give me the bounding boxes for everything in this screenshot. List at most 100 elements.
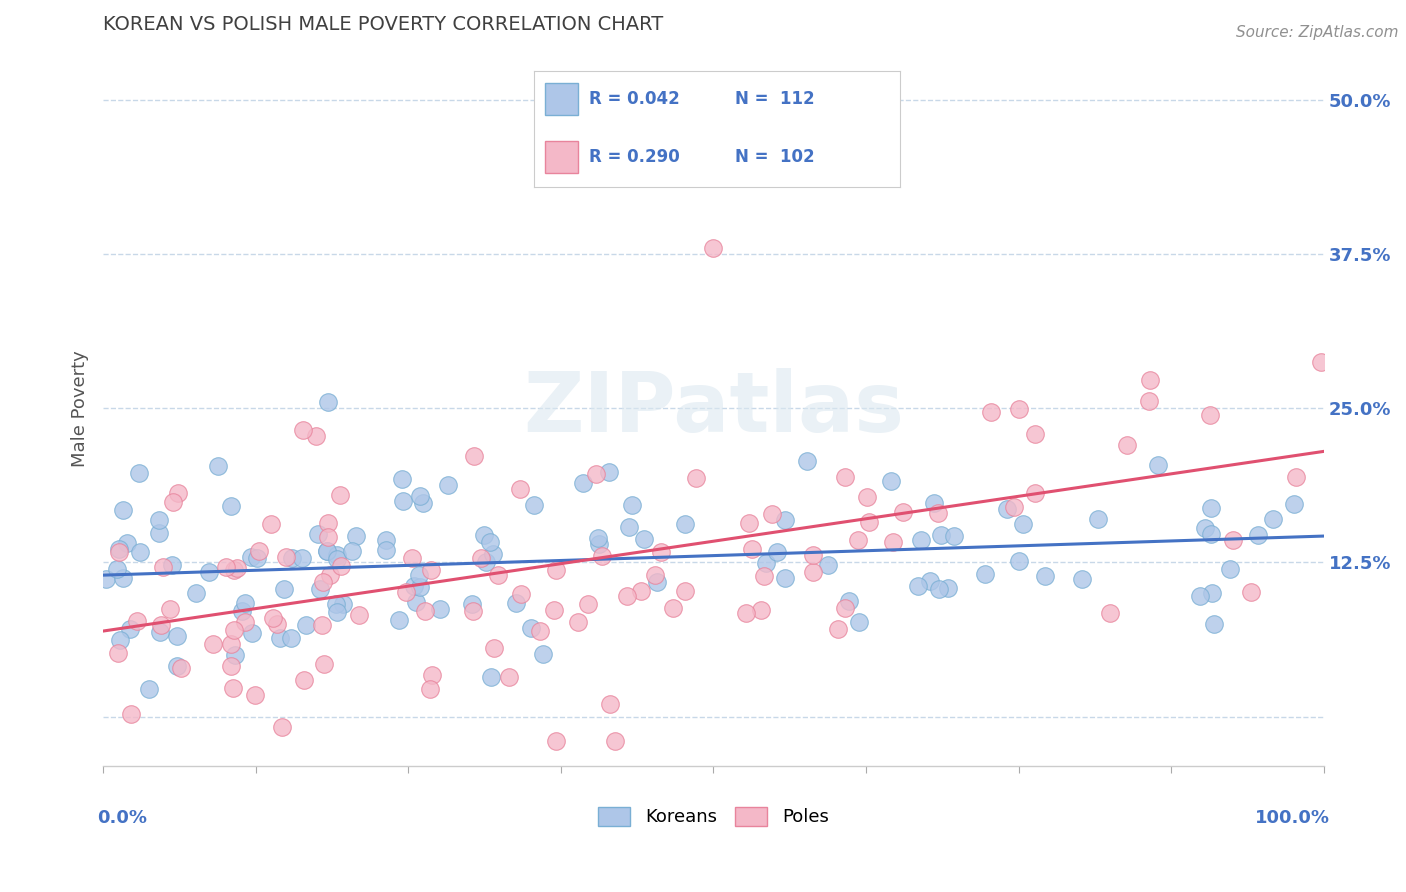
Point <box>1309 355 1331 369</box>
Point <box>472 528 495 542</box>
Text: R = 0.290: R = 0.290 <box>589 148 681 166</box>
Point <box>882 535 904 549</box>
Point <box>702 241 724 255</box>
Point <box>419 682 441 697</box>
Point <box>291 423 314 437</box>
Point <box>1024 426 1046 441</box>
Point <box>198 565 221 579</box>
Point <box>184 586 207 600</box>
Point <box>138 681 160 696</box>
Point <box>1087 512 1109 526</box>
Point <box>766 545 789 559</box>
Point <box>755 556 778 570</box>
Point <box>922 496 945 510</box>
Text: 100.0%: 100.0% <box>1254 809 1330 827</box>
Point <box>167 486 190 500</box>
Point <box>340 543 363 558</box>
Point <box>152 559 174 574</box>
Point <box>316 516 339 531</box>
Point <box>111 572 134 586</box>
Point <box>531 647 554 661</box>
Text: ZIPatlas: ZIPatlas <box>523 368 904 449</box>
Point <box>276 549 298 564</box>
Point <box>149 625 172 640</box>
Point <box>1219 562 1241 576</box>
Point <box>166 629 188 643</box>
Point <box>571 476 593 491</box>
Point <box>105 561 128 575</box>
Point <box>247 544 270 558</box>
Point <box>375 543 398 558</box>
Point <box>974 566 997 581</box>
Point <box>498 670 520 684</box>
Point <box>1011 516 1033 531</box>
Point <box>111 503 134 517</box>
Point <box>402 578 425 592</box>
Point <box>291 551 314 566</box>
Point <box>529 624 551 638</box>
Point <box>588 536 610 550</box>
Point <box>330 559 353 574</box>
Point <box>162 495 184 509</box>
Point <box>166 658 188 673</box>
Point <box>159 602 181 616</box>
Point <box>344 529 367 543</box>
Point <box>222 624 245 638</box>
Point <box>222 681 245 696</box>
Point <box>391 494 413 508</box>
Point <box>222 563 245 577</box>
Point <box>1147 458 1170 472</box>
Point <box>108 545 131 559</box>
Point <box>318 530 340 544</box>
Point <box>316 543 339 558</box>
Legend: Koreans, Poles: Koreans, Poles <box>589 798 838 836</box>
Point <box>405 595 427 609</box>
Point <box>118 623 141 637</box>
Point <box>347 608 370 623</box>
Point <box>1033 569 1056 583</box>
Point <box>644 568 666 582</box>
Point <box>315 543 337 558</box>
Point <box>319 567 342 582</box>
Point <box>801 549 824 563</box>
Point <box>224 648 246 662</box>
Point <box>311 617 333 632</box>
Point <box>326 552 349 566</box>
Point <box>1199 500 1222 515</box>
Point <box>943 529 966 543</box>
Point <box>544 563 567 577</box>
Point <box>233 615 256 630</box>
Point <box>846 533 869 547</box>
FancyBboxPatch shape <box>546 83 578 115</box>
Point <box>741 541 763 556</box>
Point <box>115 536 138 550</box>
Point <box>482 640 505 655</box>
Point <box>910 533 932 548</box>
Point <box>980 405 1002 419</box>
Point <box>520 621 543 635</box>
Point <box>1204 616 1226 631</box>
Point <box>121 707 143 722</box>
Point <box>931 527 953 541</box>
Point <box>1099 606 1122 620</box>
Point <box>470 550 492 565</box>
Point <box>1240 584 1263 599</box>
Point <box>630 583 652 598</box>
Point <box>280 632 302 646</box>
Point <box>240 626 263 640</box>
Point <box>1199 526 1222 541</box>
Point <box>505 596 527 610</box>
Point <box>395 585 418 599</box>
Point <box>162 558 184 572</box>
Point <box>270 720 292 734</box>
Point <box>567 615 589 629</box>
Point <box>215 559 238 574</box>
Point <box>1024 485 1046 500</box>
Point <box>309 582 332 596</box>
Point <box>325 548 347 562</box>
Point <box>546 734 568 748</box>
Point <box>129 545 152 559</box>
Point <box>245 688 267 702</box>
FancyBboxPatch shape <box>546 141 578 173</box>
Point <box>645 575 668 590</box>
